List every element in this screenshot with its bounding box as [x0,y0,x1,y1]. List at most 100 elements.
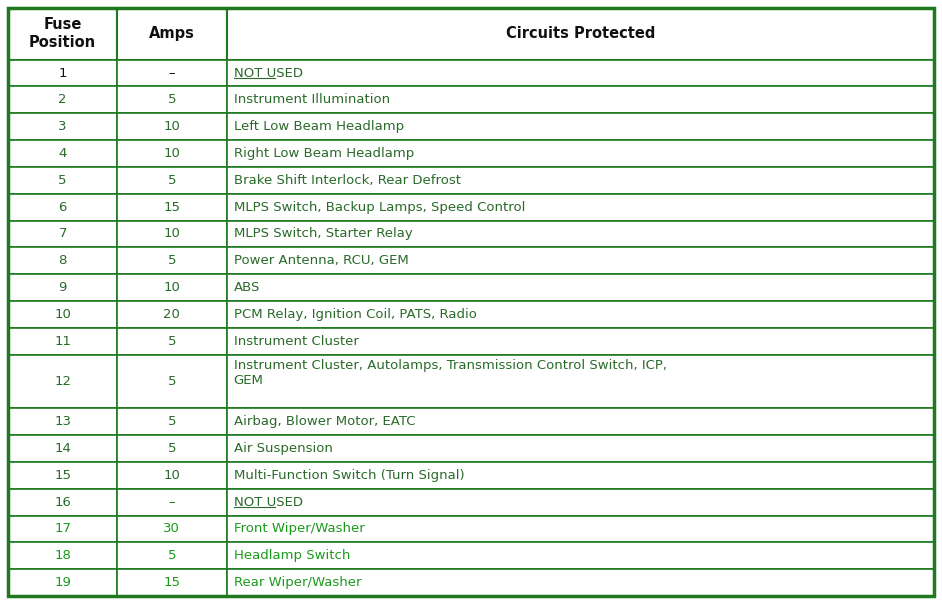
Text: 18: 18 [55,549,71,562]
Bar [226,569,934,596]
Text: NOT USED: NOT USED [234,496,302,509]
Bar [226,274,934,301]
Text: Power Antenna, RCU, GEM: Power Antenna, RCU, GEM [234,254,408,268]
Text: 10: 10 [164,281,180,294]
Text: 7: 7 [58,228,67,240]
Text: 16: 16 [55,496,71,509]
Bar [117,274,226,301]
Text: 10: 10 [164,147,180,160]
Text: 14: 14 [55,442,71,455]
Bar [8,542,117,569]
Bar [226,462,934,489]
Bar [117,8,226,60]
Bar [8,274,117,301]
Bar [226,140,934,167]
Bar [117,328,226,355]
Bar [8,8,117,60]
Text: Right Low Beam Headlamp: Right Low Beam Headlamp [234,147,414,160]
Bar [117,408,226,435]
Bar [117,114,226,140]
Bar [226,489,934,516]
Bar [117,248,226,274]
Text: 5: 5 [168,442,176,455]
Text: 5: 5 [168,94,176,106]
Bar [8,194,117,220]
Bar [117,220,226,248]
Text: 5: 5 [168,549,176,562]
Bar [226,248,934,274]
Bar [117,435,226,462]
Text: 10: 10 [55,308,71,321]
Bar [226,301,934,328]
Text: 4: 4 [58,147,67,160]
Text: Brake Shift Interlock, Rear Defrost: Brake Shift Interlock, Rear Defrost [234,174,461,187]
Bar [226,328,934,355]
Text: 15: 15 [163,576,181,589]
Bar [8,328,117,355]
Text: 11: 11 [54,335,72,348]
Text: –: – [169,496,175,509]
Text: Air Suspension: Air Suspension [234,442,333,455]
Text: ABS: ABS [234,281,260,294]
Bar [8,408,117,435]
Bar [226,8,934,60]
Bar [8,167,117,194]
Text: Left Low Beam Headlamp: Left Low Beam Headlamp [234,120,404,133]
Bar [226,355,934,408]
Bar [8,569,117,596]
Bar [8,220,117,248]
Text: 17: 17 [54,522,72,536]
Text: 19: 19 [55,576,71,589]
Text: PCM Relay, Ignition Coil, PATS, Radio: PCM Relay, Ignition Coil, PATS, Radio [234,308,477,321]
Bar [226,516,934,542]
Bar [226,542,934,569]
Text: Airbag, Blower Motor, EATC: Airbag, Blower Motor, EATC [234,415,415,428]
Text: 15: 15 [163,201,181,214]
Bar [8,355,117,408]
Bar [226,86,934,114]
Text: Multi-Function Switch (Turn Signal): Multi-Function Switch (Turn Signal) [234,469,464,482]
Text: 6: 6 [58,201,67,214]
Bar [117,60,226,86]
Text: Front Wiper/Washer: Front Wiper/Washer [234,522,365,536]
Bar [8,248,117,274]
Text: 8: 8 [58,254,67,268]
Text: 5: 5 [168,335,176,348]
Bar [226,435,934,462]
Text: 30: 30 [164,522,180,536]
Text: 3: 3 [58,120,67,133]
Text: 9: 9 [58,281,67,294]
Bar [117,86,226,114]
Text: MLPS Switch, Backup Lamps, Speed Control: MLPS Switch, Backup Lamps, Speed Control [234,201,525,214]
Bar [117,194,226,220]
Text: 12: 12 [54,375,72,388]
Bar [226,408,934,435]
Bar [8,140,117,167]
Text: 5: 5 [168,375,176,388]
Bar [117,355,226,408]
Bar [226,220,934,248]
Bar [8,516,117,542]
Bar [8,435,117,462]
Text: 20: 20 [164,308,180,321]
Text: Fuse
Position: Fuse Position [29,18,96,50]
Text: Rear Wiper/Washer: Rear Wiper/Washer [234,576,361,589]
Bar [226,167,934,194]
Text: 2: 2 [58,94,67,106]
Bar [226,114,934,140]
Bar [8,114,117,140]
Text: 5: 5 [58,174,67,187]
Bar [8,462,117,489]
Text: Circuits Protected: Circuits Protected [506,27,655,41]
Text: 10: 10 [164,469,180,482]
Text: 5: 5 [168,174,176,187]
Bar [117,569,226,596]
Text: MLPS Switch, Starter Relay: MLPS Switch, Starter Relay [234,228,413,240]
Text: Instrument Illumination: Instrument Illumination [234,94,390,106]
Bar [117,489,226,516]
Text: 15: 15 [54,469,72,482]
Text: 10: 10 [164,120,180,133]
Bar [8,301,117,328]
Text: NOT USED: NOT USED [234,66,302,80]
Bar [117,516,226,542]
